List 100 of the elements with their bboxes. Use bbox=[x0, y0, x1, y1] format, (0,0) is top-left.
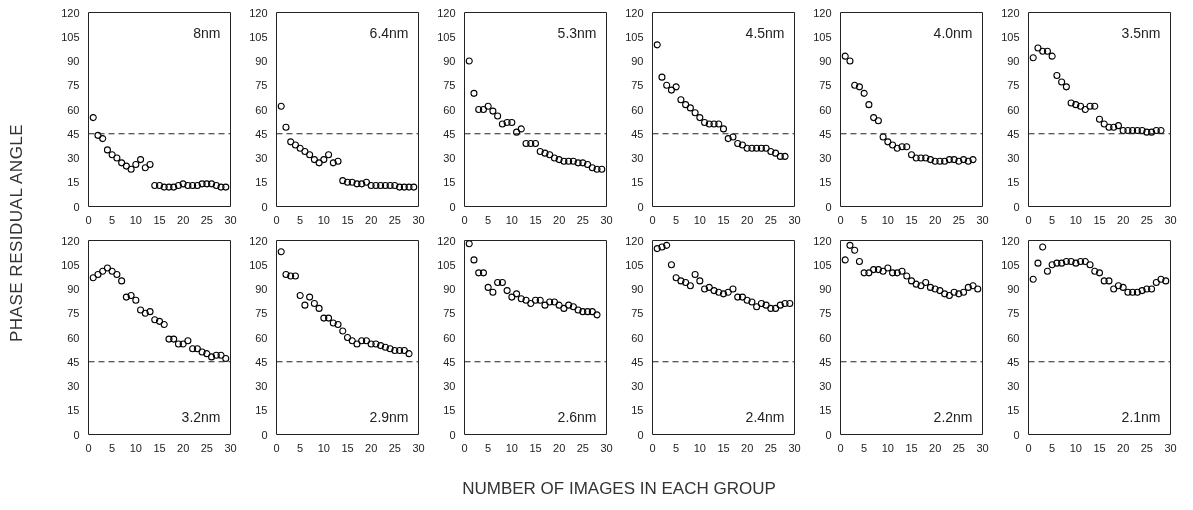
x-tick-label: 10 bbox=[505, 441, 518, 454]
x-tick-label: 25 bbox=[576, 213, 589, 226]
point bbox=[672, 274, 680, 282]
point bbox=[1062, 257, 1070, 266]
point bbox=[1072, 101, 1080, 109]
point bbox=[936, 287, 944, 295]
y-tick-label: 105 bbox=[1001, 258, 1020, 271]
point bbox=[941, 157, 949, 165]
point bbox=[353, 180, 361, 188]
point bbox=[593, 311, 601, 319]
point bbox=[598, 165, 606, 173]
y-tick-label: 120 bbox=[1001, 234, 1020, 247]
point bbox=[522, 139, 530, 147]
point bbox=[353, 340, 361, 348]
y-tick-label: 0 bbox=[73, 200, 80, 213]
point bbox=[291, 272, 299, 280]
y-tick-label: 90 bbox=[255, 283, 268, 295]
point bbox=[903, 272, 911, 280]
point bbox=[103, 264, 111, 272]
y-tick-label: 90 bbox=[443, 55, 456, 67]
point bbox=[667, 86, 675, 94]
y-tick-label: 45 bbox=[1007, 355, 1020, 368]
point bbox=[222, 183, 230, 191]
point bbox=[584, 308, 592, 316]
point bbox=[343, 333, 352, 342]
point bbox=[767, 147, 775, 156]
point bbox=[753, 144, 761, 152]
point bbox=[945, 156, 953, 164]
point bbox=[170, 335, 178, 343]
point bbox=[1034, 259, 1042, 267]
y-tick-label: 30 bbox=[1007, 152, 1020, 164]
point bbox=[372, 181, 380, 190]
point bbox=[193, 181, 201, 190]
y-tick-label: 90 bbox=[255, 55, 268, 67]
point bbox=[141, 309, 149, 317]
x-tick-label: 15 bbox=[717, 441, 730, 454]
x-tick-label: 25 bbox=[388, 213, 401, 226]
y-tick-label: 45 bbox=[255, 127, 268, 140]
y-tick-label: 60 bbox=[255, 331, 268, 344]
point bbox=[912, 154, 920, 162]
point bbox=[1133, 126, 1141, 135]
x-tick-label: 20 bbox=[553, 213, 566, 226]
x-tick-label: 15 bbox=[905, 441, 918, 454]
point bbox=[593, 165, 601, 173]
point bbox=[179, 180, 187, 188]
y-tick-label: 0 bbox=[73, 428, 80, 441]
point bbox=[132, 160, 140, 169]
point bbox=[748, 298, 756, 306]
x-tick-label: 5 bbox=[1049, 213, 1056, 226]
point bbox=[682, 278, 690, 287]
point bbox=[855, 83, 863, 91]
point bbox=[108, 151, 116, 159]
point bbox=[964, 283, 972, 291]
point bbox=[743, 296, 751, 304]
x-tick-label: 10 bbox=[881, 213, 894, 226]
point bbox=[470, 256, 478, 264]
x-tick-label: 10 bbox=[881, 441, 894, 454]
point bbox=[1086, 261, 1094, 269]
annotation: 2.9nm bbox=[369, 408, 409, 425]
annotation: 3.2nm bbox=[181, 408, 221, 425]
point bbox=[701, 118, 709, 126]
x-tick-label: 0 bbox=[461, 213, 468, 226]
point bbox=[964, 157, 972, 165]
point bbox=[508, 293, 516, 301]
y-tick-label: 60 bbox=[443, 331, 456, 344]
y-tick-label: 15 bbox=[67, 176, 80, 189]
y-tick-label: 45 bbox=[631, 355, 644, 368]
point bbox=[1072, 259, 1080, 267]
point bbox=[917, 282, 925, 290]
x-tick-label: 15 bbox=[1093, 213, 1106, 226]
point bbox=[1100, 277, 1108, 285]
point bbox=[719, 125, 728, 133]
point bbox=[358, 180, 366, 188]
point bbox=[372, 340, 380, 348]
point bbox=[705, 283, 713, 291]
point bbox=[151, 316, 159, 324]
point bbox=[282, 123, 290, 131]
x-tick-label: 20 bbox=[177, 213, 190, 226]
point bbox=[1039, 47, 1047, 55]
y-tick-label: 90 bbox=[819, 283, 832, 295]
point bbox=[860, 89, 868, 97]
y-tick-label: 120 bbox=[1001, 6, 1020, 19]
point bbox=[686, 104, 694, 112]
point bbox=[555, 301, 563, 309]
y-tick-label: 75 bbox=[443, 79, 456, 92]
point bbox=[122, 162, 130, 170]
point bbox=[212, 181, 220, 190]
point bbox=[1058, 259, 1066, 267]
point bbox=[127, 165, 135, 173]
point bbox=[541, 149, 549, 157]
point bbox=[846, 57, 854, 65]
x-tick-label: 30 bbox=[976, 441, 989, 454]
x-tick-label: 25 bbox=[952, 213, 965, 226]
point bbox=[710, 120, 718, 128]
point bbox=[719, 290, 728, 298]
point bbox=[1086, 102, 1094, 110]
point bbox=[400, 183, 408, 191]
point bbox=[870, 114, 878, 122]
point bbox=[772, 149, 780, 157]
point bbox=[381, 181, 389, 190]
